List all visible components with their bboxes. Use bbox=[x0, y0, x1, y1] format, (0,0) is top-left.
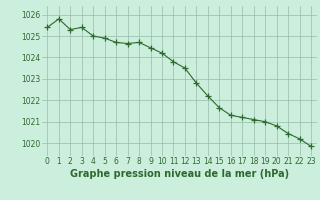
X-axis label: Graphe pression niveau de la mer (hPa): Graphe pression niveau de la mer (hPa) bbox=[70, 169, 289, 179]
